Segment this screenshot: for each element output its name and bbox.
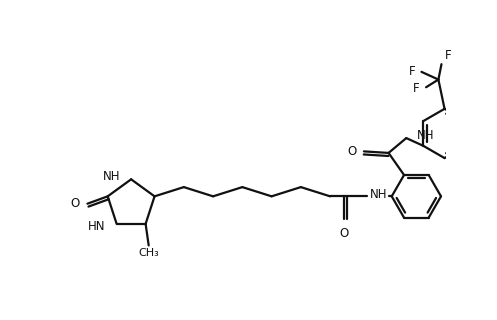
Text: O: O bbox=[347, 145, 356, 158]
Text: NH: NH bbox=[103, 170, 120, 183]
Text: CH₃: CH₃ bbox=[138, 248, 159, 258]
Text: O: O bbox=[71, 197, 80, 210]
Text: F: F bbox=[409, 65, 415, 78]
Text: F: F bbox=[414, 82, 420, 95]
Text: F: F bbox=[444, 49, 451, 62]
Text: NH: NH bbox=[370, 188, 388, 201]
Text: NH: NH bbox=[417, 129, 434, 142]
Text: O: O bbox=[339, 227, 348, 240]
Text: HN: HN bbox=[88, 220, 106, 233]
